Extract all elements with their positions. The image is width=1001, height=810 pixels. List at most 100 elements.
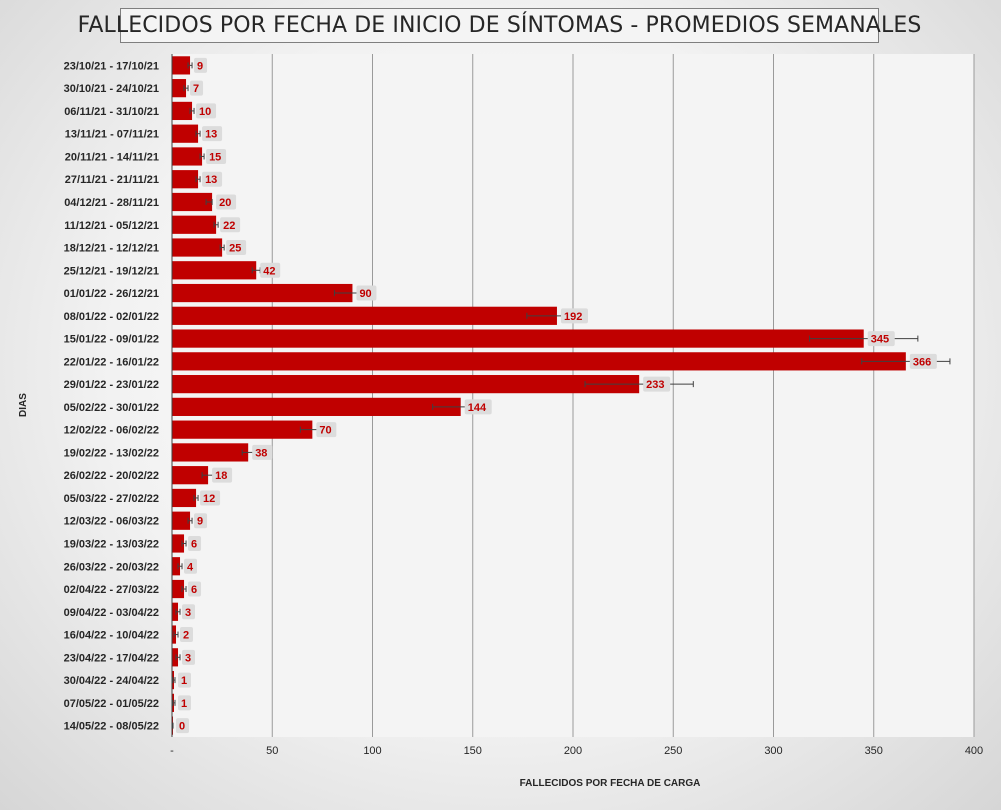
value-label-bg <box>176 718 189 734</box>
bar <box>172 238 223 257</box>
bar <box>172 420 313 439</box>
category-label: 26/03/22 - 20/03/22 <box>64 561 159 573</box>
x-tick-labels: - 50 100 150 200 250 300 350 400 <box>170 745 983 757</box>
value-label: 38 <box>255 447 267 459</box>
value-label: 70 <box>319 425 331 437</box>
category-label: 02/04/22 - 27/03/22 <box>64 584 159 596</box>
value-label: 345 <box>871 334 889 346</box>
x-tick-label: 100 <box>363 745 381 757</box>
x-tick-label: 300 <box>764 745 782 757</box>
y-axis-title: DIAS <box>18 393 29 417</box>
bar <box>172 306 557 325</box>
value-label-bg <box>212 467 233 483</box>
value-label: 6 <box>191 538 197 550</box>
value-label: 22 <box>223 220 235 232</box>
value-label: 9 <box>197 60 203 72</box>
bar <box>172 579 185 599</box>
value-label: 6 <box>191 584 197 596</box>
value-label: 10 <box>199 106 211 118</box>
value-label-bg <box>206 148 227 164</box>
category-label: 19/02/22 - 13/02/22 <box>64 447 159 459</box>
x-tick-label: 200 <box>564 745 582 757</box>
category-label: 07/05/22 - 01/05/22 <box>64 698 159 710</box>
bar <box>172 602 179 621</box>
value-label-bg <box>178 695 192 711</box>
value-label-bg <box>200 490 221 506</box>
value-label: 4 <box>187 561 194 573</box>
value-label: 1 <box>181 675 187 687</box>
value-label-bg <box>220 217 241 233</box>
category-label: 26/02/22 - 20/02/22 <box>64 470 159 482</box>
chart-title: FALLECIDOS POR FECHA DE INICIO DE SÍNTOM… <box>77 13 922 38</box>
bar <box>172 215 217 234</box>
value-label-bg <box>216 194 237 210</box>
value-label: 1 <box>181 698 187 710</box>
bar <box>172 79 187 98</box>
value-label-bg <box>180 627 194 643</box>
value-label: 12 <box>203 493 215 505</box>
category-label: 05/02/22 - 30/01/22 <box>64 402 159 414</box>
chart-title-box: FALLECIDOS POR FECHA DE INICIO DE SÍNTOM… <box>78 8 921 43</box>
value-label-bg <box>356 285 377 301</box>
value-label-bg <box>194 513 208 529</box>
bar <box>172 488 197 508</box>
value-label: 192 <box>564 311 582 323</box>
category-label: 16/04/22 - 10/04/22 <box>64 630 159 642</box>
bar <box>172 352 906 371</box>
bar <box>172 534 185 553</box>
bar <box>172 101 193 121</box>
bar <box>172 261 257 280</box>
value-label: 20 <box>219 197 231 209</box>
value-label: 42 <box>263 265 275 277</box>
x-tick-label: 150 <box>464 745 482 757</box>
bar <box>172 283 353 303</box>
bar <box>172 375 640 394</box>
value-label-bg <box>190 80 204 96</box>
value-label: 7 <box>193 83 199 95</box>
value-label: 0 <box>179 721 185 733</box>
category-label: 08/01/22 - 02/01/22 <box>64 311 159 323</box>
value-label-bg <box>202 171 223 187</box>
category-label: 20/11/21 - 14/11/21 <box>65 151 159 163</box>
value-label-bg <box>188 535 202 551</box>
category-label: 11/12/21 - 05/12/21 <box>64 220 159 232</box>
category-label: 23/04/22 - 17/04/22 <box>64 652 159 664</box>
value-label-bg <box>464 399 492 415</box>
value-label-bg <box>182 604 196 620</box>
value-label: 3 <box>185 607 191 619</box>
category-label: 15/01/22 - 09/01/22 <box>64 334 159 346</box>
value-label-bg <box>316 422 337 438</box>
value-label-bg <box>252 444 273 460</box>
value-label: 2 <box>183 630 189 642</box>
x-axis-title: FALLECIDOS POR FECHA DE CARGA <box>520 778 701 789</box>
gridlines <box>271 54 975 737</box>
x-tick-label: 350 <box>865 745 883 757</box>
category-label: 12/02/22 - 06/02/22 <box>64 425 159 437</box>
category-label: 30/04/22 - 24/04/22 <box>64 675 159 687</box>
category-label: 01/01/22 - 26/12/21 <box>64 288 159 300</box>
x-tick-label: 250 <box>664 745 682 757</box>
bar <box>172 192 213 212</box>
x-tick-label: 400 <box>965 745 983 757</box>
category-label: 27/11/21 - 21/11/21 <box>65 174 159 186</box>
value-label: 144 <box>468 402 487 414</box>
bar <box>172 511 191 530</box>
category-labels: 23/10/21 - 17/10/21 30/10/21 - 24/10/21 06… <box>64 60 159 732</box>
value-label-bg <box>184 558 198 574</box>
bar <box>172 147 203 166</box>
bar <box>172 466 209 485</box>
value-label-bg <box>226 240 247 256</box>
category-label: 18/12/21 - 12/12/21 <box>64 243 159 255</box>
value-label-bg <box>194 57 208 73</box>
bar <box>172 397 461 416</box>
value-label: 3 <box>185 652 191 664</box>
x-tick-label: 50 <box>266 745 278 757</box>
value-label: 15 <box>209 151 221 163</box>
bar <box>172 124 199 143</box>
category-label: 14/05/22 - 08/05/22 <box>64 721 159 733</box>
category-label: 22/01/22 - 16/01/22 <box>64 356 159 368</box>
category-label: 04/12/21 - 28/11/21 <box>64 197 159 209</box>
bar <box>172 443 249 462</box>
category-label: 30/10/21 - 24/10/21 <box>64 83 159 95</box>
